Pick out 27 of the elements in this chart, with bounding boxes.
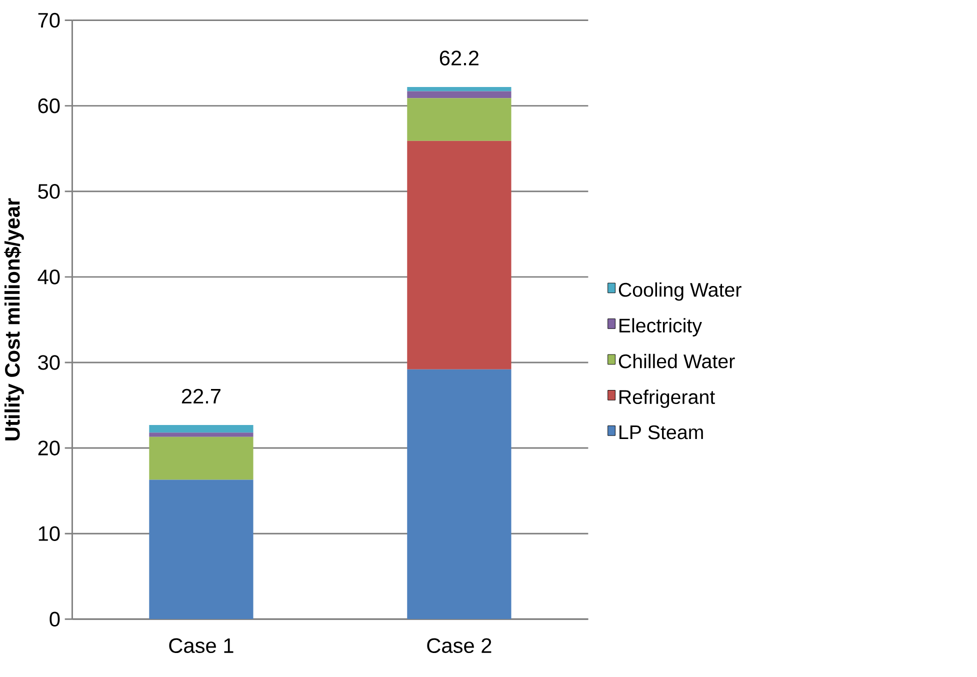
legend-label: Chilled Water xyxy=(618,354,735,368)
bar xyxy=(149,432,254,437)
legend-label: Cooling Water xyxy=(618,282,742,301)
bar xyxy=(407,369,512,620)
bar xyxy=(149,480,254,620)
bar xyxy=(149,424,254,433)
y-tick-label: 40 xyxy=(38,269,60,284)
bar xyxy=(407,140,512,370)
total-label: 62.2 xyxy=(440,50,478,66)
y-tick-label: 0 xyxy=(50,612,60,626)
y-tick-label: 10 xyxy=(38,526,60,541)
legend-label: Electricity xyxy=(620,318,702,336)
y-tick-label: 70 xyxy=(38,12,60,28)
y-tick-label: 30 xyxy=(38,355,60,370)
legend-label: Refrigerant xyxy=(620,390,715,408)
y-tick-label: 20 xyxy=(38,440,60,456)
bar xyxy=(149,436,254,480)
x-tick-label: Case 2 xyxy=(427,638,492,653)
legend-label: LP Steam xyxy=(620,425,703,440)
bar xyxy=(407,91,512,98)
y-tick-label: 60 xyxy=(38,98,60,114)
total-label: 22.7 xyxy=(182,388,220,404)
bar xyxy=(407,98,512,141)
bar xyxy=(407,86,512,92)
y-tick-label: 50 xyxy=(38,184,60,199)
y-axis-title: Utility Cost million$/year xyxy=(4,198,24,440)
x-tick-label: Case 1 xyxy=(169,638,234,653)
